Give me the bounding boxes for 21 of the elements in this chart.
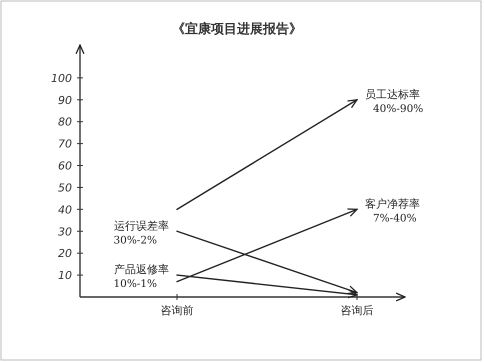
annotation: 7%-40% — [373, 212, 417, 224]
y-tick-label: 20 — [58, 247, 72, 260]
annotation: 30%-2% — [113, 234, 158, 246]
series-label: 运行误差率 — [114, 219, 169, 232]
y-tick-label: 30 — [58, 225, 72, 238]
annotation: 40%-90% — [373, 102, 424, 115]
x-tick-label: 咨询前 — [160, 304, 194, 317]
y-tick-label: 100 — [51, 72, 72, 85]
y-tick-label: 90 — [58, 94, 72, 107]
series-label: 员工达标率 — [365, 88, 420, 101]
series-label: 产品返修率 — [114, 263, 169, 276]
x-tick-label: 咨询后 — [340, 304, 374, 317]
y-tick-label: 60 — [58, 160, 72, 173]
series-label: 客户净荐率 — [365, 197, 420, 210]
y-tick-label: 40 — [58, 203, 72, 216]
annotation: 10%-1% — [113, 278, 158, 290]
y-tick-label: 70 — [58, 138, 72, 151]
y-tick-label: 80 — [58, 116, 72, 129]
y-tick-label: 10 — [58, 269, 72, 282]
chart-title: 《宜康项目进展报告》 — [172, 21, 302, 37]
y-tick-label: 50 — [58, 181, 72, 194]
